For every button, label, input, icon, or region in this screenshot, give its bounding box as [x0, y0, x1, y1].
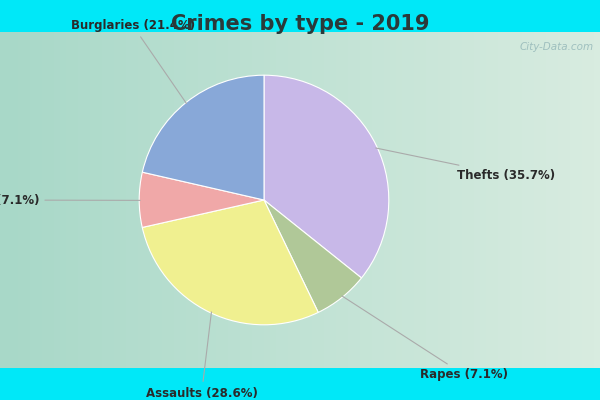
Wedge shape: [264, 75, 389, 278]
Text: City-Data.com: City-Data.com: [520, 42, 594, 52]
Wedge shape: [139, 172, 264, 228]
Text: Assaults (28.6%): Assaults (28.6%): [146, 312, 257, 400]
Wedge shape: [142, 200, 318, 325]
Text: Auto thefts (7.1%): Auto thefts (7.1%): [0, 194, 140, 206]
Text: Thefts (35.7%): Thefts (35.7%): [376, 148, 556, 182]
Wedge shape: [264, 200, 361, 312]
Text: Crimes by type - 2019: Crimes by type - 2019: [171, 14, 429, 34]
Text: Rapes (7.1%): Rapes (7.1%): [342, 296, 508, 381]
Text: Burglaries (21.4%): Burglaries (21.4%): [71, 19, 194, 104]
Wedge shape: [142, 75, 264, 200]
